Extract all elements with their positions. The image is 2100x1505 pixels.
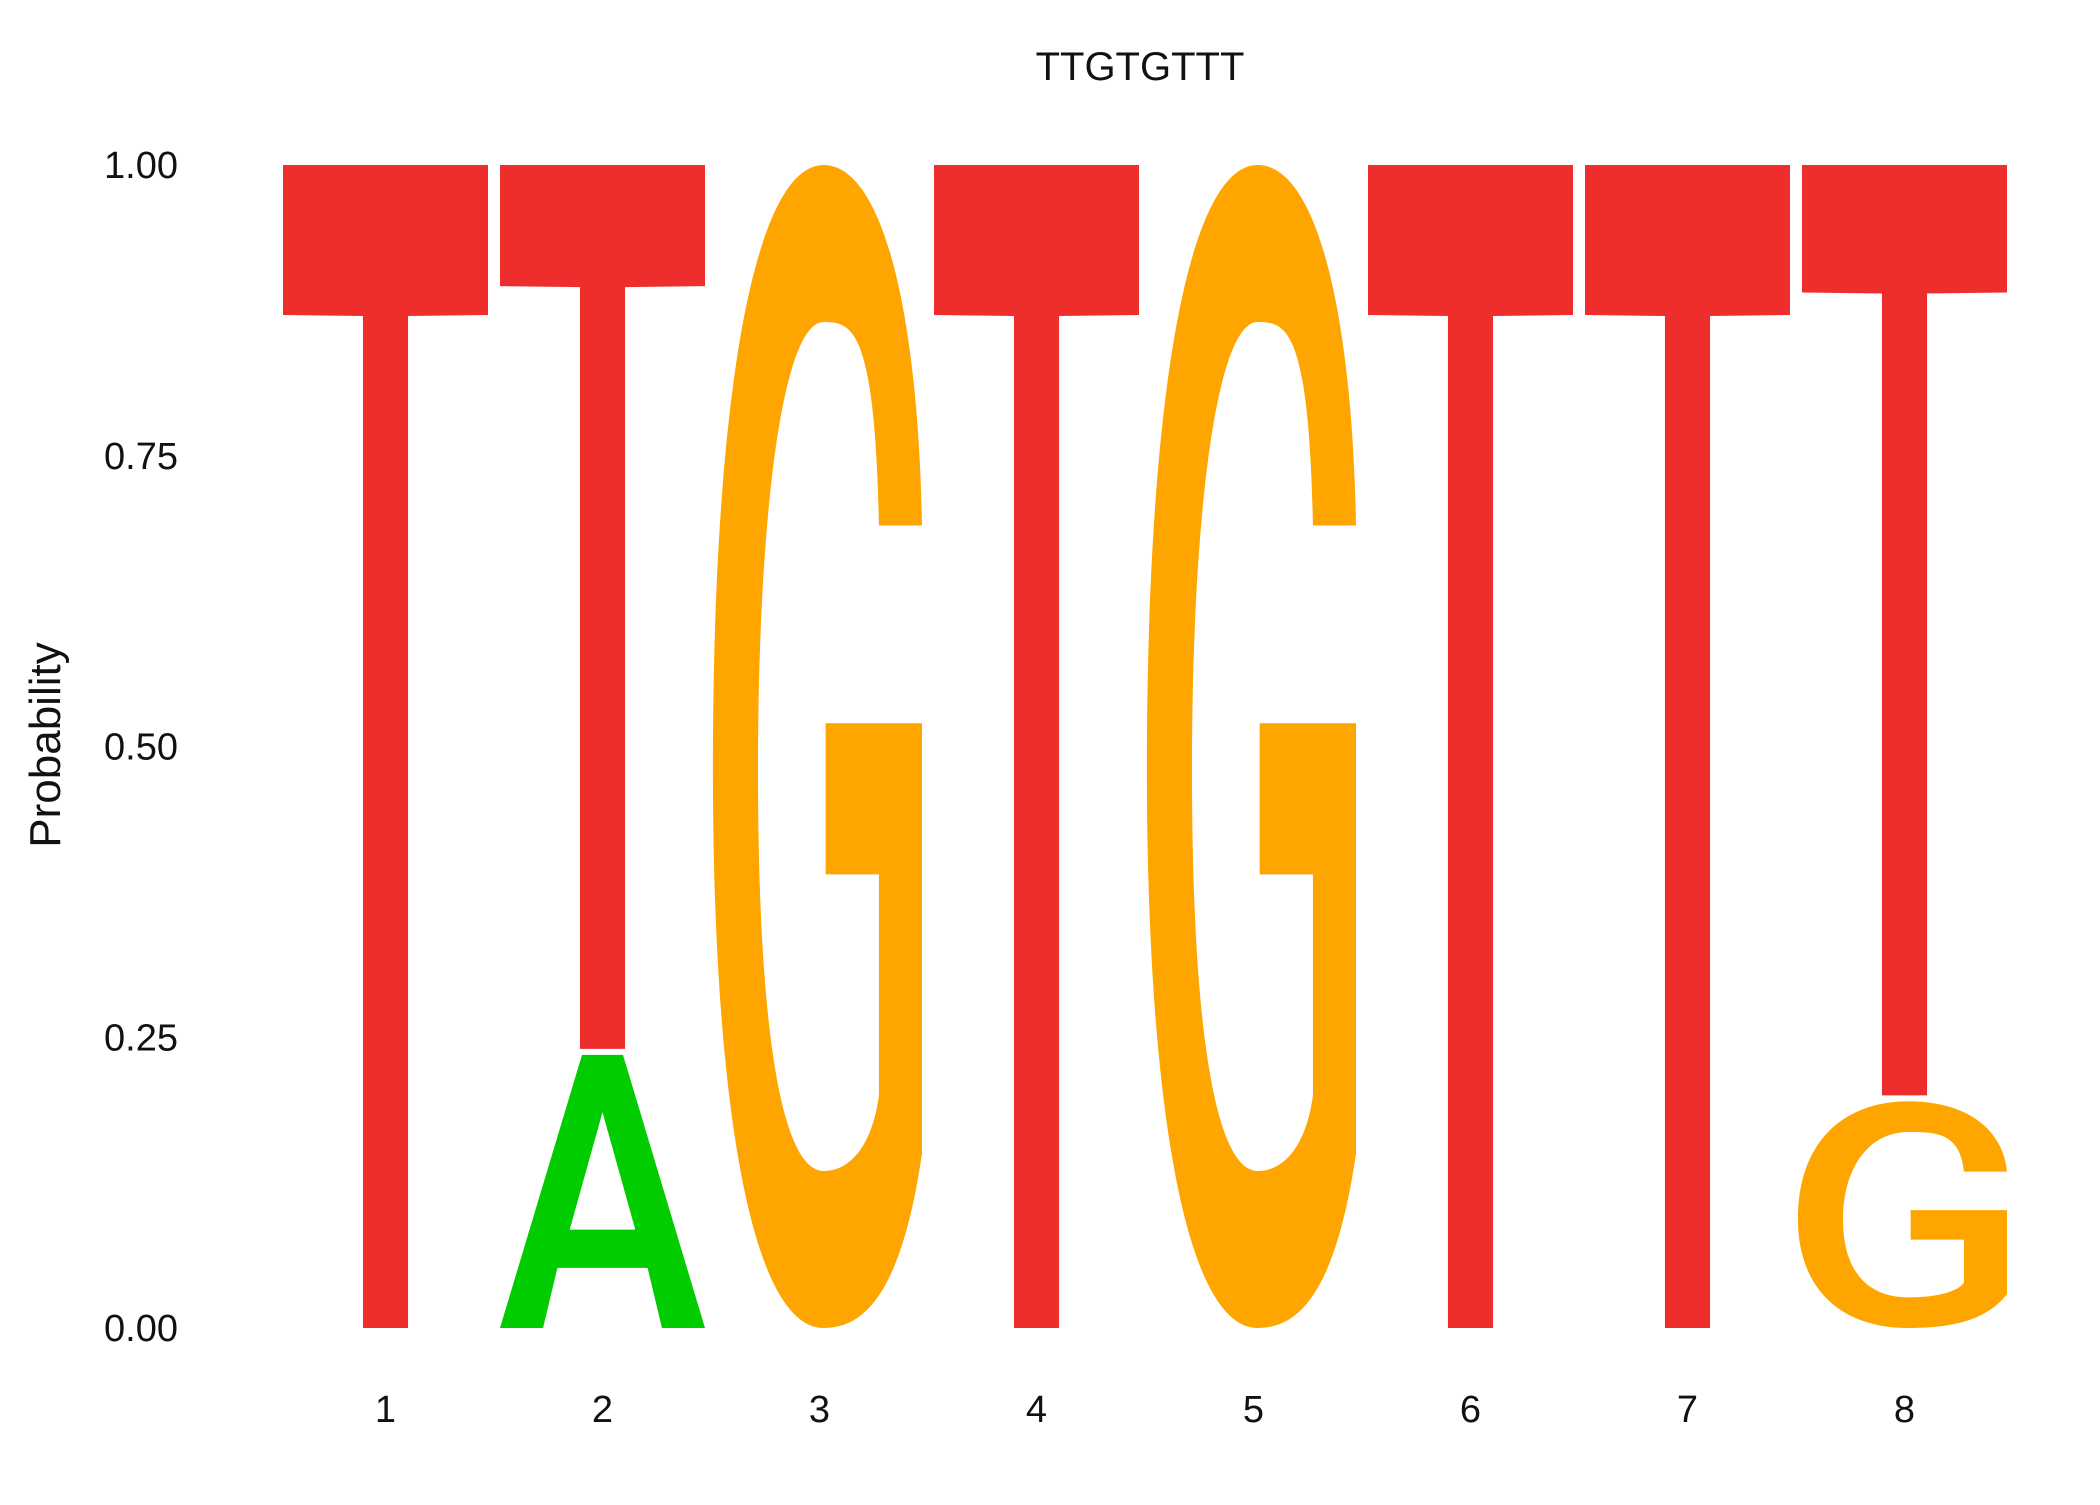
y-tick-label: 0.50 bbox=[104, 727, 178, 769]
y-tick-label: 0.75 bbox=[104, 436, 178, 478]
letter-G bbox=[1797, 1101, 2007, 1328]
letter-A bbox=[500, 1054, 705, 1328]
logo-column bbox=[712, 165, 922, 1328]
y-tick-label: 0.25 bbox=[104, 1017, 178, 1059]
letter-G bbox=[1146, 165, 1356, 1328]
x-tick-label: 7 bbox=[1677, 1389, 1698, 1431]
logo-column bbox=[934, 165, 1139, 1328]
x-tick-label: 2 bbox=[592, 1389, 613, 1431]
x-tick-label: 6 bbox=[1460, 1389, 1481, 1431]
logo-column bbox=[1585, 165, 1790, 1328]
logo-column bbox=[500, 165, 705, 1328]
x-tick-label: 5 bbox=[1243, 1389, 1264, 1431]
x-axis-ticks: 1 2 3 4 5 6 7 8 bbox=[375, 1389, 1915, 1431]
x-tick-label: 8 bbox=[1894, 1389, 1915, 1431]
logo-column bbox=[283, 165, 488, 1328]
letter-T bbox=[1802, 165, 2007, 1096]
logo-letters bbox=[283, 165, 2007, 1328]
logo-column bbox=[1797, 165, 2007, 1328]
letter-T bbox=[1585, 165, 1790, 1328]
letter-T bbox=[934, 165, 1139, 1328]
x-tick-label: 1 bbox=[375, 1389, 396, 1431]
letter-T bbox=[283, 165, 488, 1328]
letter-T bbox=[500, 165, 705, 1049]
chart-title: TTGTGTTT bbox=[1036, 45, 1245, 89]
y-tick-label: 1.00 bbox=[104, 145, 178, 187]
x-tick-label: 4 bbox=[1026, 1389, 1047, 1431]
y-axis-ticks: 0.00 0.25 0.50 0.75 1.00 bbox=[104, 145, 178, 1350]
letter-G bbox=[712, 165, 922, 1328]
logo-column bbox=[1146, 165, 1356, 1328]
y-tick-label: 0.00 bbox=[104, 1308, 178, 1350]
x-tick-label: 3 bbox=[809, 1389, 830, 1431]
logo-column bbox=[1368, 165, 1573, 1328]
y-axis-title: Probability bbox=[21, 642, 70, 847]
letter-T bbox=[1368, 165, 1573, 1328]
